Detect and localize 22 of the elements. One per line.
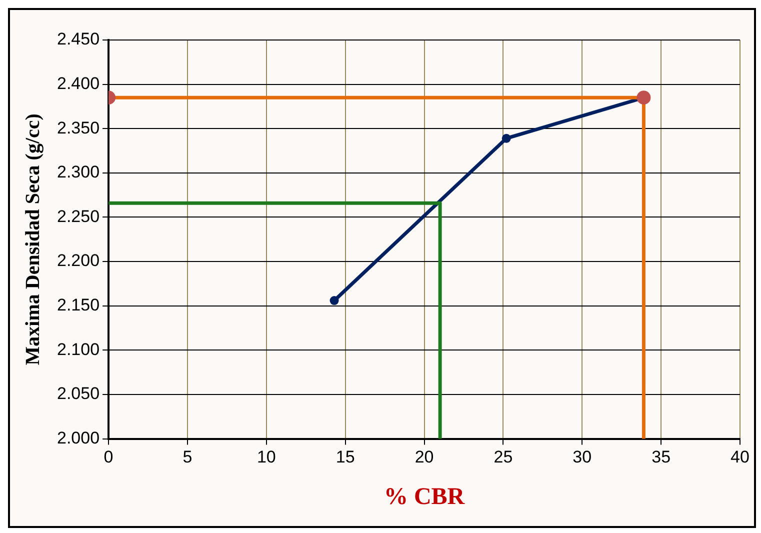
- point: [502, 134, 511, 143]
- y-tick-label: 2.000: [56, 428, 100, 448]
- y-tick-label: 2.250: [56, 206, 100, 226]
- y-tick-label: 2.350: [56, 118, 100, 138]
- x-tick-label: 20: [414, 448, 434, 467]
- y-tick-label: 2.450: [56, 30, 100, 49]
- x-tick-label: 35: [652, 448, 671, 467]
- y-tick-label: 2.050: [56, 384, 100, 404]
- y-tick-label: 2.400: [56, 74, 100, 93]
- x-tick-label: 30: [572, 448, 592, 467]
- x-tick-label: 15: [336, 448, 355, 467]
- y-tick-label: 2.150: [56, 296, 100, 315]
- x-tick-label: 5: [182, 448, 192, 467]
- y-tick-label: 2.300: [56, 162, 100, 182]
- y-tick-label: 2.200: [56, 251, 100, 270]
- x-tick-label: 10: [256, 448, 276, 467]
- x-tick-label: 25: [494, 448, 513, 467]
- y-tick-label: 2.100: [56, 340, 100, 359]
- x-axis-title: % CBR: [384, 484, 466, 510]
- y-axis-title: Maxima Densidad Seca (g/cc): [22, 114, 44, 366]
- x-tick-label: 40: [730, 448, 750, 467]
- x-tick-label: 0: [104, 448, 114, 467]
